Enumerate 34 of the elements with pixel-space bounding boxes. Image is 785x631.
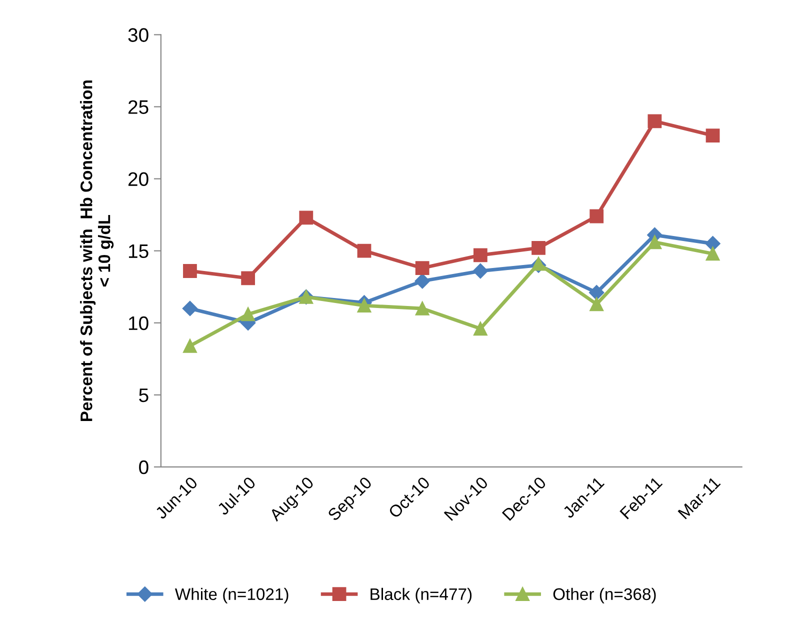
point [473,248,488,262]
point [357,244,372,258]
point [706,128,720,143]
point [473,322,488,336]
y-tick-label: 15 [128,244,148,258]
point [183,264,197,278]
point [590,209,604,224]
y-axis-title: Percent of Subjects with Hb Concentration < 10 g/dL [80,80,114,422]
point [472,263,488,279]
point [648,235,662,250]
point [590,297,604,312]
point [532,240,546,255]
point [648,114,662,128]
point [705,236,720,252]
y-tick-label: 20 [128,172,148,186]
point [415,302,430,316]
point [241,271,256,286]
y-tick-label: 0 [139,460,148,474]
point [589,285,604,300]
y-tick-label: 10 [128,316,148,330]
point [415,261,430,276]
point [182,300,198,316]
point [414,274,430,289]
y-tick-label: 30 [128,28,148,42]
point [706,246,720,261]
point [241,307,256,322]
point [183,338,197,353]
y-tick-label: 5 [139,388,148,402]
point [357,298,372,313]
legend-label: White (n=1021) [174,588,288,604]
y-tick-label: 25 [128,100,148,114]
point [299,210,314,225]
legend-label: Black (n=477) [370,588,472,604]
legend-label: Other (n=368) [553,588,656,604]
